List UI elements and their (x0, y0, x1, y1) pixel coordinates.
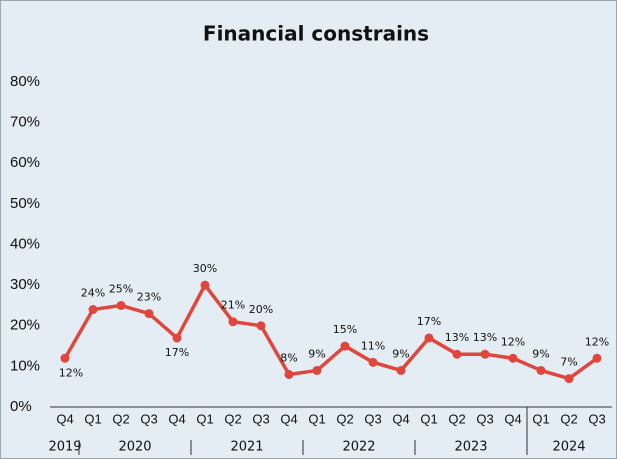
marker (452, 349, 462, 359)
data-label: 17% (165, 346, 189, 359)
data-label: 17% (417, 315, 441, 328)
x-tick-label: Q2 (112, 411, 129, 426)
marker (536, 365, 546, 375)
x-tick-label: Q2 (224, 411, 241, 426)
year-label: 2023 (454, 440, 487, 455)
marker (116, 300, 126, 310)
x-tick-label: Q1 (308, 411, 325, 426)
x-tick-label: Q1 (84, 411, 101, 426)
data-label: 8% (280, 352, 297, 365)
data-label: 13% (445, 331, 469, 344)
x-tick-label: Q3 (364, 411, 381, 426)
marker (564, 374, 574, 384)
x-tick-label: Q2 (336, 411, 353, 426)
data-label: 12% (59, 366, 83, 379)
x-tick-label: Q4 (504, 411, 521, 426)
data-label: 11% (361, 339, 385, 352)
x-tick-label: Q4 (168, 411, 185, 426)
marker (480, 349, 490, 359)
marker (88, 305, 98, 314)
data-label: 25% (109, 282, 133, 295)
y-tick-label: 70% (10, 114, 40, 131)
x-tick-label: Q4 (280, 411, 297, 426)
y-tick-label: 50% (10, 195, 40, 212)
marker (60, 353, 70, 363)
x-tick-label: Q4 (56, 411, 73, 426)
data-label: 23% (137, 291, 161, 304)
marker (312, 365, 322, 375)
data-label: 21% (221, 299, 245, 312)
data-label: 20% (249, 303, 273, 316)
data-label: 13% (473, 331, 497, 344)
data-label: 30% (193, 262, 217, 275)
x-tick-label: Q3 (588, 411, 605, 426)
marker (228, 317, 238, 327)
y-tick-label: 30% (10, 276, 40, 293)
y-tick-label: 20% (10, 317, 40, 334)
data-label: 12% (501, 335, 525, 348)
x-tick-label: Q1 (420, 411, 437, 426)
data-label: 9% (392, 347, 409, 360)
x-tick-label: Q3 (476, 411, 493, 426)
marker (592, 353, 602, 363)
y-tick-label: 80% (10, 73, 40, 90)
year-label: 2022 (342, 440, 375, 455)
year-label: 2024 (552, 440, 585, 455)
x-tick-label: Q1 (196, 411, 213, 426)
year-label: 2020 (118, 440, 151, 455)
marker (396, 365, 406, 375)
year-label: 2019 (48, 440, 81, 455)
year-label: 2021 (230, 440, 263, 455)
chart-title: Financial constrains (203, 22, 429, 46)
x-tick-label: Q1 (532, 411, 549, 426)
marker (200, 280, 210, 290)
marker (284, 370, 294, 379)
line (63, 283, 599, 381)
data-label: 9% (532, 347, 549, 360)
data-label: 12% (585, 335, 609, 348)
data-label: 24% (81, 287, 105, 300)
y-tick-label: 60% (10, 154, 40, 171)
x-tick-label: Q3 (252, 411, 269, 426)
marker (144, 309, 154, 319)
marker (368, 357, 378, 367)
marker (256, 321, 266, 331)
x-tick-label: Q2 (448, 411, 465, 426)
x-tick-label: Q3 (140, 411, 157, 426)
marker (424, 333, 434, 343)
y-tick-label: 40% (10, 235, 40, 252)
x-tick-label: Q2 (560, 411, 577, 426)
marker (172, 333, 182, 343)
data-label: 7% (560, 356, 577, 369)
marker (340, 341, 350, 351)
data-label: 9% (308, 347, 325, 360)
x-tick-label: Q4 (392, 411, 409, 426)
marker (508, 353, 518, 363)
y-tick-label: 0% (10, 398, 32, 415)
y-tick-label: 10% (10, 357, 40, 374)
data-label: 15% (333, 323, 357, 336)
